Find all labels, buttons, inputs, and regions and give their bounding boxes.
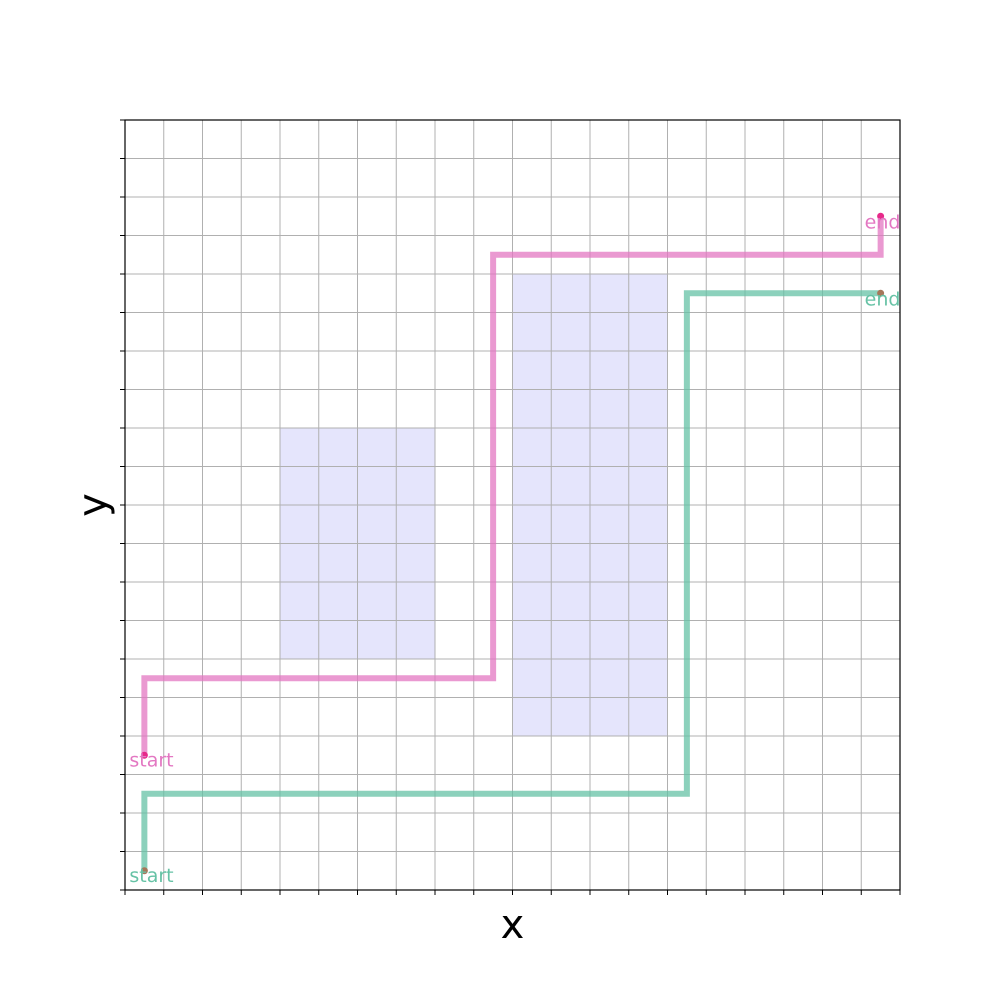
- path-line-1: [141, 216, 884, 756]
- start-label: start: [129, 865, 173, 887]
- end-label: end: [865, 211, 901, 233]
- start-label: start: [129, 749, 173, 771]
- path-2: start end: [129, 288, 900, 887]
- x-axis-label: x: [501, 902, 525, 948]
- path-line-2: [141, 290, 881, 871]
- tick-layer: [120, 119, 901, 895]
- y-axis-label: y: [70, 493, 116, 517]
- start-marker: [140, 751, 148, 759]
- plot-frame: [124, 119, 901, 891]
- grid-layer: [125, 120, 900, 890]
- end-marker: [877, 289, 885, 297]
- path-1: start end: [129, 211, 900, 771]
- end-marker: [877, 212, 885, 220]
- end-label: end: [865, 288, 901, 310]
- path-layer: start end start end: [129, 211, 900, 887]
- start-marker: [140, 867, 148, 875]
